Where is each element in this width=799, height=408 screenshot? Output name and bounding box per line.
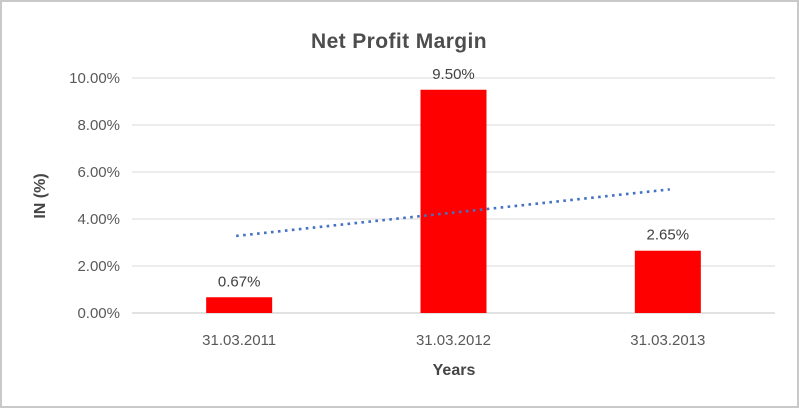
- x-tick-label: 31.03.2011: [202, 332, 276, 349]
- trend-layer: [236, 188, 670, 238]
- x-axis-title[interactable]: Years: [433, 362, 476, 379]
- x-tick-label: 31.03.2013: [630, 332, 705, 349]
- trendline[interactable]: [236, 188, 670, 238]
- bar-value-label: 9.50%: [432, 66, 475, 83]
- y-tick-label: 0.00%: [77, 305, 120, 322]
- y-tick-label: 2.00%: [77, 258, 120, 275]
- bar-value-label: 0.67%: [218, 273, 261, 290]
- bar-layer: [206, 89, 701, 313]
- bar-31.03.2012[interactable]: [420, 89, 487, 313]
- bar-31.03.2011[interactable]: [206, 297, 273, 313]
- y-tick-label: 8.00%: [77, 117, 120, 134]
- bar-value-label: 2.65%: [647, 227, 690, 244]
- y-tick-label: 10.00%: [69, 70, 120, 87]
- bar-31.03.2013[interactable]: [634, 250, 701, 313]
- label-layer: 0.00% 2.00% 4.00% 6.00% 8.00% 10.00% 0.67% 31.0…: [69, 66, 705, 349]
- y-axis-title[interactable]: IN (%): [32, 173, 49, 218]
- chart-title[interactable]: Net Profit Margin: [311, 30, 487, 53]
- y-tick-label: 4.00%: [77, 211, 120, 228]
- y-tick-label: 6.00%: [77, 164, 120, 181]
- x-tick-label: 31.03.2012: [416, 332, 491, 349]
